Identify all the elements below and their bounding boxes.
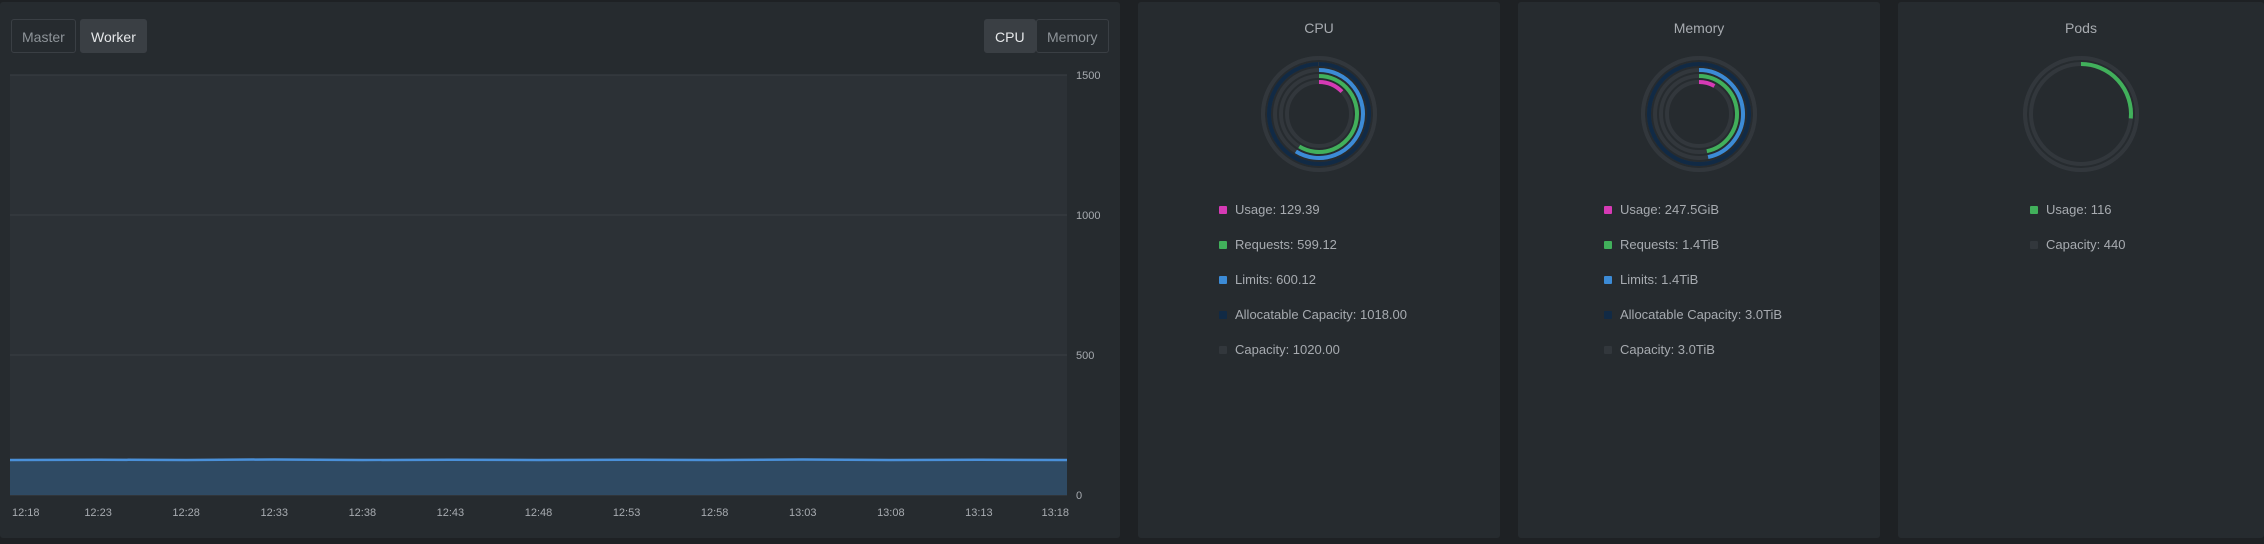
- memory-donut-chart: [1641, 56, 1757, 172]
- memory-legend: Usage: 247.5GiB Requests: 1.4TiB Limits:…: [1604, 192, 1782, 367]
- memory-allocatable-label: Allocatable Capacity: 3.0TiB: [1620, 307, 1783, 322]
- cpu-legend: Usage: 129.39 Requests: 599.12 Limits: 6…: [1219, 192, 1407, 367]
- x-tick-label: 13:08: [877, 507, 905, 519]
- pods-legend: Usage: 116 Capacity: 440: [2030, 192, 2126, 262]
- cpu-allocatable-label: Allocatable Capacity: 1018.00: [1235, 307, 1408, 322]
- x-tick-label: 12:58: [701, 507, 729, 519]
- capacity-swatch: [1604, 345, 1612, 354]
- x-tick-label: 12:43: [437, 507, 465, 519]
- x-tick-label: 12:48: [525, 507, 553, 519]
- y-tick-label: 1000: [1076, 210, 1100, 222]
- ring-arc: [1267, 62, 1371, 166]
- pods-summary-panel: Pods Usage: 116 Capacity: 440: [1898, 2, 2264, 538]
- requests-swatch: [1219, 240, 1227, 249]
- pods-title: Pods: [2065, 20, 2097, 36]
- capacity-swatch: [1219, 345, 1227, 354]
- y-tick-label: 1500: [1076, 70, 1100, 82]
- ring-arc: [1318, 80, 1344, 94]
- x-tick-label: 12:33: [260, 507, 288, 519]
- ring-arc: [1647, 62, 1751, 166]
- x-tick-label: 13:13: [965, 507, 993, 519]
- ring-arc: [1698, 80, 1716, 88]
- x-tick-label: 13:18: [1041, 507, 1069, 519]
- cpu-usage-area-chart: 0 500 1000 1500 12:18 12:23 12:28 12:33 12:38 12…: [9, 70, 1100, 519]
- ring-arc: [1698, 68, 1745, 160]
- legend-allocatable: Allocatable Capacity: 3.0TiB: [1604, 297, 1782, 332]
- y-tick-label: 500: [1076, 350, 1094, 362]
- cluster-metrics-chart-panel: Master Worker CPU Memory 0 500 1000 1500 12…: [0, 2, 1120, 538]
- legend-capacity: Capacity: 3.0TiB: [1604, 332, 1782, 367]
- memory-usage-label: Usage: 247.5GiB: [1620, 202, 1720, 217]
- x-tick-label: 12:28: [172, 507, 200, 519]
- memory-capacity-label: Capacity: 3.0TiB: [1620, 342, 1715, 357]
- limits-swatch: [1219, 275, 1227, 284]
- memory-title: Memory: [1673, 20, 1725, 36]
- pods-capacity-label: Capacity: 440: [2046, 237, 2126, 252]
- memory-requests-label: Requests: 1.4TiB: [1620, 237, 1720, 252]
- legend-limits: Limits: 600.12: [1219, 262, 1407, 297]
- usage-swatch: [2030, 205, 2038, 214]
- legend-capacity: Capacity: 440: [2030, 227, 2126, 262]
- limits-swatch: [1604, 275, 1612, 284]
- ring-track: [1665, 80, 1733, 148]
- pods-usage-label: Usage: 116: [2046, 202, 2112, 217]
- ring-arc: [2023, 56, 2139, 172]
- allocatable-swatch: [1219, 310, 1227, 319]
- tab-memory[interactable]: Memory: [1036, 19, 1109, 53]
- ring-arc: [1641, 56, 1757, 172]
- usage-swatch: [1604, 205, 1612, 214]
- capacity-swatch: [2030, 240, 2038, 249]
- legend-requests: Requests: 1.4TiB: [1604, 227, 1782, 262]
- legend-usage: Usage: 129.39: [1219, 192, 1407, 227]
- ring-arc: [1294, 68, 1365, 160]
- legend-limits: Limits: 1.4TiB: [1604, 262, 1782, 297]
- cpu-title: CPU: [1304, 20, 1334, 36]
- legend-usage: Usage: 116: [2030, 192, 2126, 227]
- memory-limits-label: Limits: 1.4TiB: [1620, 272, 1699, 287]
- memory-summary-panel: Memory Usage: 247.5GiB Requests: 1.4TiB …: [1518, 2, 1880, 538]
- plot-area: [10, 75, 1067, 495]
- legend-capacity: Capacity: 1020.00: [1219, 332, 1407, 367]
- series-area: [10, 459, 1067, 495]
- x-tick-label: 13:03: [789, 507, 817, 519]
- cpu-usage-label: Usage: 129.39: [1235, 202, 1320, 217]
- ring-arc: [2080, 62, 2133, 119]
- tab-cpu[interactable]: CPU: [984, 19, 1036, 53]
- usage-swatch: [1219, 205, 1227, 214]
- x-tick-label: 12:18: [12, 507, 40, 519]
- cpu-requests-label: Requests: 599.12: [1235, 237, 1337, 252]
- series-line: [9, 458, 1068, 462]
- y-tick-label: 0: [1076, 490, 1082, 502]
- ring-arc: [1698, 74, 1739, 154]
- cpu-limits-label: Limits: 600.12: [1235, 272, 1316, 287]
- tab-master[interactable]: Master: [11, 19, 76, 53]
- cpu-donut-chart: [1261, 56, 1377, 172]
- legend-usage: Usage: 247.5GiB: [1604, 192, 1782, 227]
- x-tick-label: 12:38: [349, 507, 377, 519]
- cpu-summary-panel: CPU Usage: 129.39 Requests: 599.12 Limit…: [1138, 2, 1500, 538]
- legend-allocatable: Allocatable Capacity: 1018.00: [1219, 297, 1407, 332]
- x-tick-label: 12:23: [84, 507, 112, 519]
- ring-arc: [1298, 74, 1359, 154]
- allocatable-swatch: [1604, 310, 1612, 319]
- cpu-capacity-label: Capacity: 1020.00: [1235, 342, 1340, 357]
- x-tick-label: 12:53: [613, 507, 641, 519]
- legend-requests: Requests: 599.12: [1219, 227, 1407, 262]
- tab-worker[interactable]: Worker: [80, 19, 147, 53]
- pods-donut-chart: [2023, 56, 2139, 172]
- ring-arc: [1261, 56, 1377, 172]
- requests-swatch: [1604, 240, 1612, 249]
